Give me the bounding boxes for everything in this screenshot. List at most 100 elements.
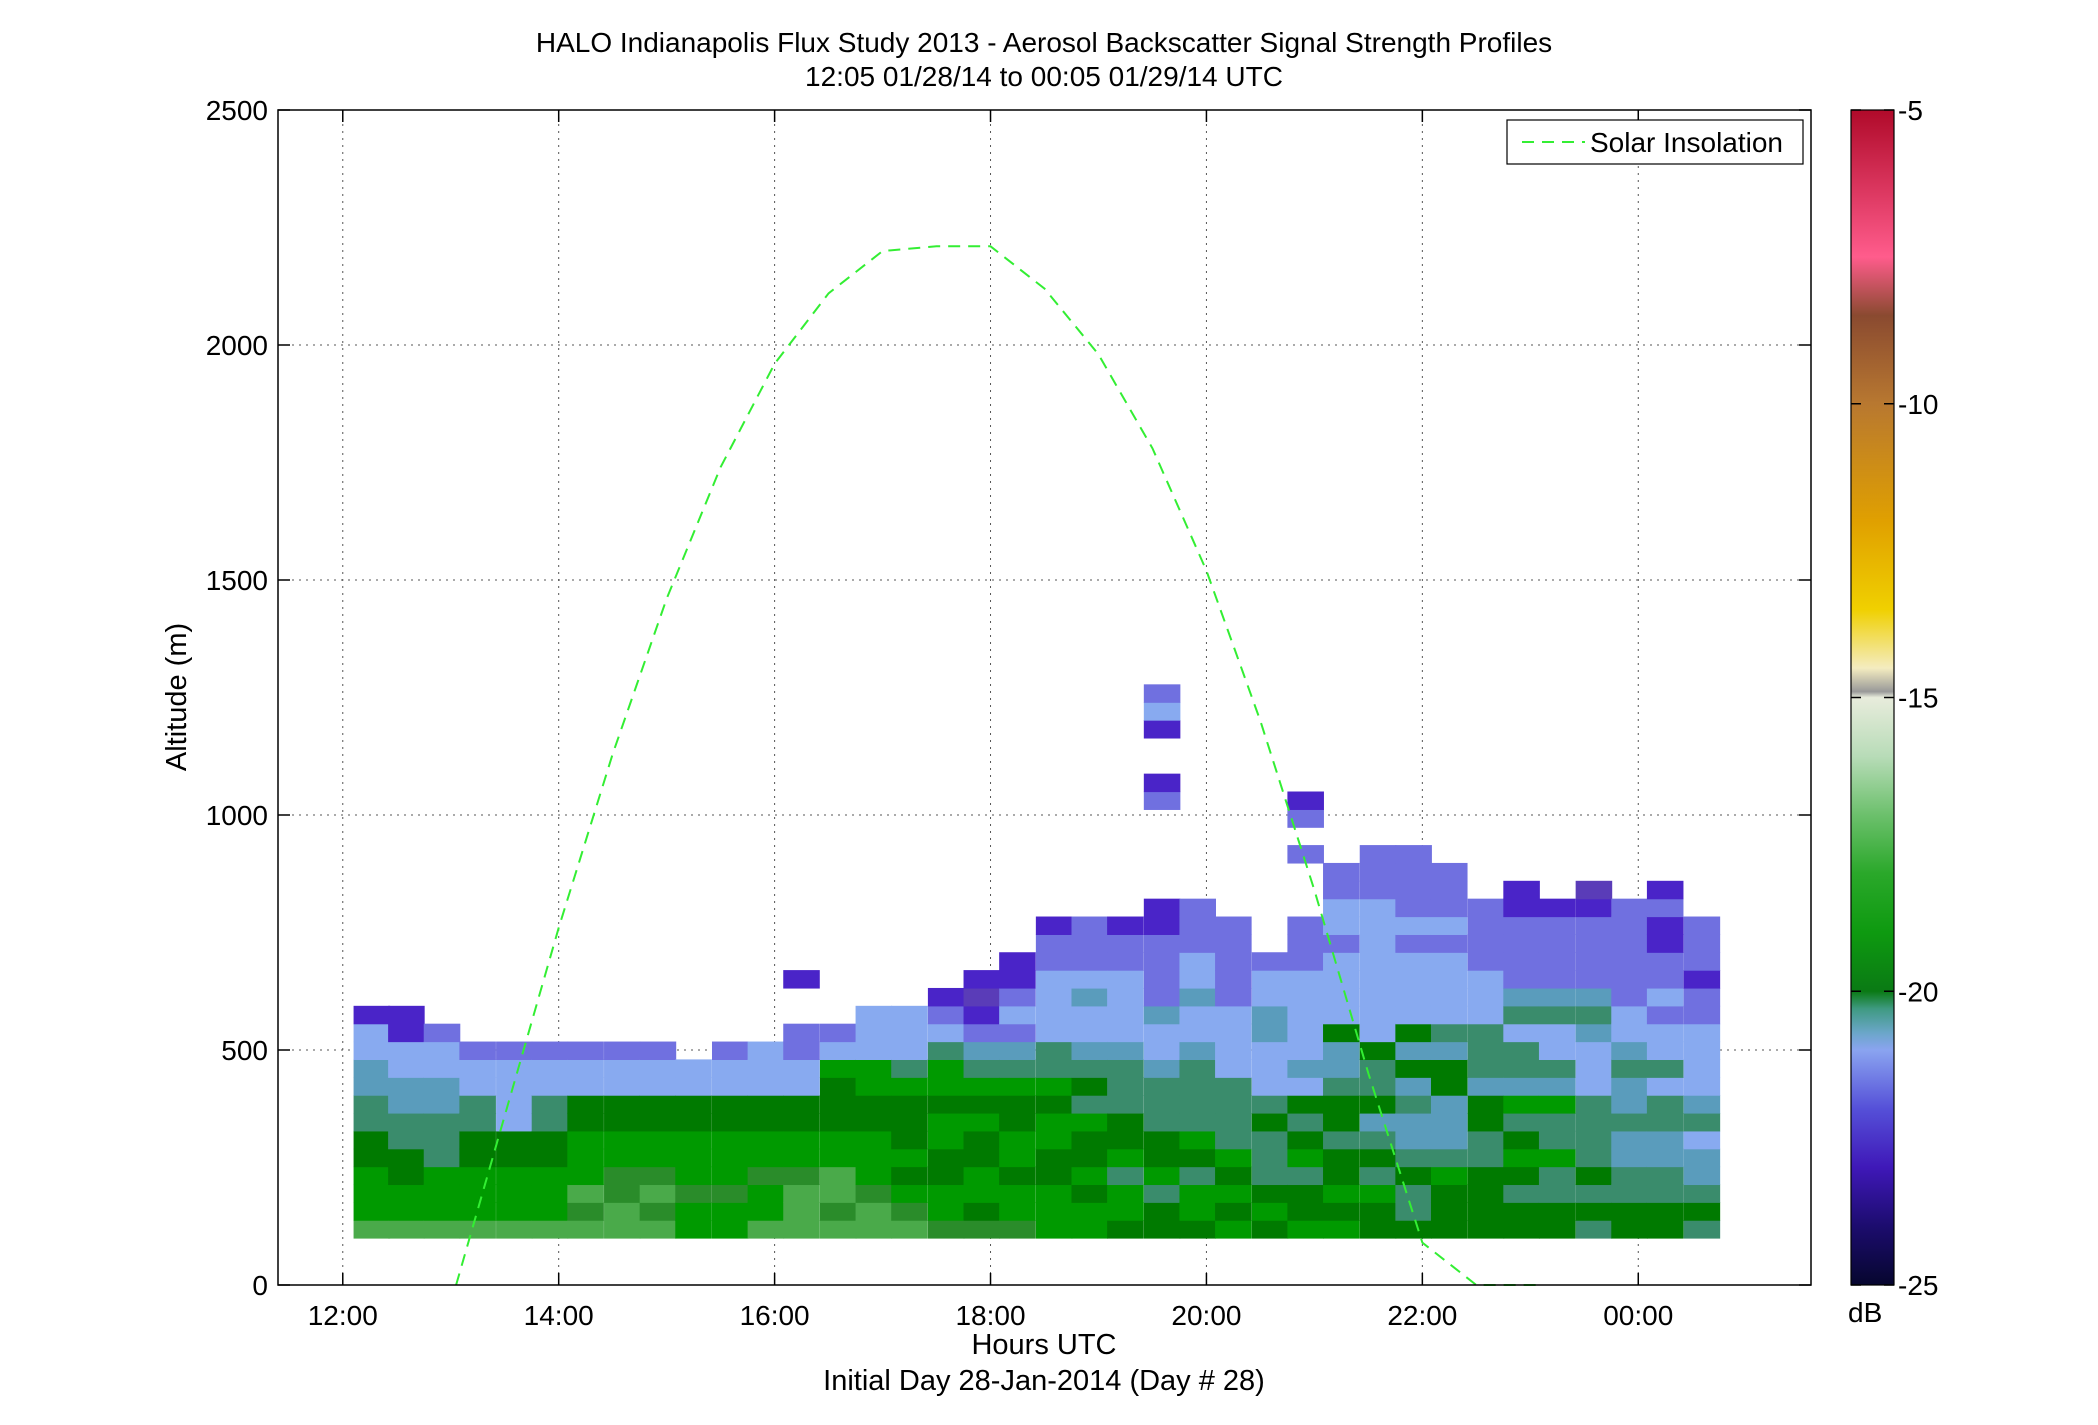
heatmap-cell xyxy=(783,1023,820,1043)
heatmap-cell xyxy=(675,1112,712,1132)
heatmap-cell xyxy=(1107,1112,1144,1132)
heatmap-cell xyxy=(855,1184,893,1203)
heatmap-cell xyxy=(1179,970,1216,989)
heatmap-cell xyxy=(1251,1041,1289,1060)
heatmap-cell xyxy=(855,1202,893,1221)
heatmap-cell xyxy=(604,1202,641,1221)
heatmap-cell xyxy=(1395,1005,1432,1025)
heatmap-cell xyxy=(891,1148,928,1168)
y-tick-label: 2000 xyxy=(206,330,268,361)
heatmap-cell xyxy=(1538,1220,1576,1239)
heatmap-cell xyxy=(927,1023,965,1043)
heatmap-cell xyxy=(388,1220,425,1239)
heatmap-cell xyxy=(675,1166,712,1186)
heatmap-cell xyxy=(1215,1059,1252,1078)
heatmap-cell xyxy=(711,1077,749,1096)
heatmap-cell xyxy=(1503,916,1540,935)
heatmap-cell xyxy=(1251,1077,1289,1096)
heatmap-cell xyxy=(1538,1041,1576,1060)
heatmap-cell xyxy=(1430,916,1468,935)
heatmap-cell xyxy=(1179,898,1216,918)
heatmap-cell xyxy=(1430,1023,1468,1043)
heatmap-cell xyxy=(819,1220,857,1239)
heatmap-cell xyxy=(783,1220,820,1239)
heatmap-cell xyxy=(1503,970,1540,989)
heatmap-cell xyxy=(1107,1095,1144,1114)
heatmap-cell xyxy=(1611,1023,1648,1043)
heatmap-cell xyxy=(711,1095,749,1114)
heatmap-cell xyxy=(747,1166,785,1186)
heatmap-cell xyxy=(1646,1112,1684,1132)
heatmap-cell xyxy=(1503,1023,1540,1043)
heatmap-cell xyxy=(1143,987,1181,1007)
heatmap-cell xyxy=(1071,1166,1109,1186)
heatmap-cell xyxy=(1035,1095,1073,1114)
heatmap-cell xyxy=(1538,1023,1576,1043)
heatmap-cell xyxy=(1430,1095,1468,1114)
heatmap-cell xyxy=(1575,1220,1613,1239)
heatmap-cell xyxy=(567,1166,604,1186)
heatmap-cell xyxy=(1035,1005,1073,1025)
heatmap-cell xyxy=(1143,1202,1181,1221)
heatmap-cell xyxy=(1287,1077,1324,1096)
heatmap-cell xyxy=(1359,845,1397,864)
heatmap-cell xyxy=(1395,898,1432,918)
heatmap-cell xyxy=(963,1005,1001,1025)
heatmap-cell xyxy=(459,1130,496,1150)
heatmap-cell xyxy=(1395,1077,1432,1096)
heatmap-cell xyxy=(1071,1130,1109,1150)
heatmap-cell xyxy=(1395,1202,1432,1221)
heatmap-cell xyxy=(1467,952,1505,971)
heatmap-cell xyxy=(1538,1184,1576,1203)
heatmap-cell xyxy=(819,1184,857,1203)
heatmap-cell xyxy=(388,1077,425,1096)
heatmap-cell xyxy=(783,1112,820,1132)
heatmap-cell xyxy=(1323,1059,1360,1078)
heatmap-cell xyxy=(1251,952,1289,971)
heatmap-cell xyxy=(1575,898,1613,918)
heatmap-cell xyxy=(1611,970,1648,989)
heatmap-cell xyxy=(1359,898,1397,918)
colorbar-tick-label: -15 xyxy=(1898,683,1938,714)
heatmap-cell xyxy=(531,1112,569,1132)
heatmap-cell xyxy=(1467,1202,1505,1221)
heatmap-cell xyxy=(963,987,1001,1007)
heatmap-cell xyxy=(1646,970,1684,989)
heatmap-cell xyxy=(783,1059,820,1078)
heatmap-cell xyxy=(1215,1095,1252,1114)
heatmap-cell xyxy=(1035,1202,1073,1221)
heatmap-cell xyxy=(1395,970,1432,989)
heatmap-cell xyxy=(604,1112,641,1132)
heatmap-cell xyxy=(1179,916,1216,935)
heatmap-cell xyxy=(999,1005,1036,1025)
heatmap-cell xyxy=(1035,934,1073,953)
heatmap-cell xyxy=(1467,934,1505,953)
heatmap-cell xyxy=(1467,1023,1505,1043)
x-axis-sublabel: Initial Day 28-Jan-2014 (Day # 28) xyxy=(823,1365,1265,1397)
heatmap-cell xyxy=(1107,1023,1144,1043)
heatmap-cell xyxy=(567,1184,604,1203)
heatmap-cell xyxy=(1035,1220,1073,1239)
heatmap-cell xyxy=(1430,1220,1468,1239)
heatmap-cell xyxy=(747,1041,785,1060)
heatmap-cell xyxy=(1503,1059,1540,1078)
heatmap-cell xyxy=(353,1041,391,1060)
heatmap-cell xyxy=(1538,916,1576,935)
heatmap-cell xyxy=(1251,1023,1289,1043)
heatmap-cell xyxy=(963,1130,1001,1150)
heatmap-cell xyxy=(855,1112,893,1132)
heatmap-cell xyxy=(1251,970,1289,989)
heatmap-cell xyxy=(423,1130,461,1150)
heatmap-cell xyxy=(1430,987,1468,1007)
heatmap-cell xyxy=(1323,1112,1360,1132)
x-tick-label: 16:00 xyxy=(740,1300,810,1331)
heatmap-cell xyxy=(927,1202,965,1221)
heatmap-cell xyxy=(1179,1130,1216,1150)
x-tick-label: 20:00 xyxy=(1171,1300,1241,1331)
heatmap-cell xyxy=(1683,1130,1721,1150)
heatmap-cell xyxy=(1179,1220,1216,1239)
heatmap-cell xyxy=(1323,1148,1360,1168)
heatmap-cell xyxy=(1215,1166,1252,1186)
heatmap-cell xyxy=(819,1077,857,1096)
